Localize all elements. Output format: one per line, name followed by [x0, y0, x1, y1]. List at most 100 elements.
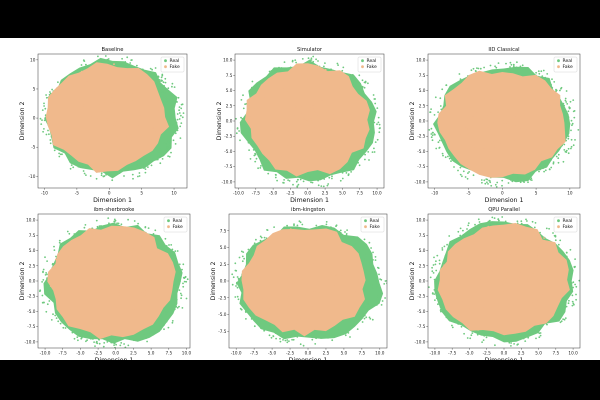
data-point	[291, 168, 293, 171]
data-point	[521, 260, 524, 262]
data-point	[172, 113, 175, 115]
data-point	[246, 131, 249, 134]
data-point	[126, 56, 129, 59]
data-point	[433, 256, 435, 259]
data-point	[567, 137, 570, 140]
data-point	[168, 102, 171, 105]
data-point	[160, 315, 163, 318]
data-point	[564, 97, 567, 100]
data-point	[101, 274, 104, 276]
data-point	[152, 233, 155, 235]
data-point	[310, 293, 313, 295]
data-point	[366, 301, 369, 304]
data-point	[116, 171, 118, 174]
data-point	[151, 158, 154, 161]
data-point	[455, 321, 458, 324]
data-point	[67, 154, 70, 157]
data-point	[511, 180, 514, 183]
y-tick-label: -10.0	[25, 339, 36, 344]
data-point	[86, 142, 89, 145]
data-point	[476, 67, 478, 69]
data-point	[451, 326, 454, 329]
data-point	[510, 89, 513, 92]
data-point	[545, 305, 547, 308]
data-point	[42, 271, 44, 274]
data-point	[364, 81, 367, 84]
data-point	[374, 276, 376, 279]
data-point	[516, 336, 519, 339]
data-point	[61, 107, 64, 109]
data-point	[306, 78, 309, 80]
data-point	[433, 114, 436, 116]
data-point	[441, 139, 443, 142]
data-point	[186, 278, 189, 281]
y-axis-label: Dimension 2	[210, 262, 217, 301]
data-point	[107, 58, 110, 60]
data-point	[304, 121, 307, 124]
data-point	[571, 300, 574, 303]
data-point	[73, 85, 75, 88]
data-point	[520, 220, 523, 223]
data-point	[331, 118, 334, 121]
data-point	[479, 279, 481, 281]
data-point	[445, 84, 448, 86]
x-tick-label: -2.5	[286, 191, 295, 196]
data-point	[181, 116, 184, 119]
data-point	[512, 66, 515, 69]
data-point	[53, 245, 55, 248]
data-point	[548, 159, 551, 162]
data-point	[566, 114, 568, 117]
data-point	[43, 128, 45, 130]
data-point	[118, 172, 121, 175]
data-point	[180, 114, 182, 117]
data-point	[361, 321, 364, 323]
data-point	[98, 338, 100, 341]
data-point	[155, 158, 157, 161]
data-point	[330, 68, 332, 71]
data-point	[67, 254, 70, 257]
data-point	[487, 286, 490, 289]
data-point	[565, 149, 568, 152]
data-point	[453, 272, 456, 275]
data-point	[372, 259, 374, 261]
data-point	[172, 304, 174, 307]
data-point	[127, 131, 130, 133]
data-point	[238, 256, 241, 259]
data-point	[368, 306, 371, 309]
data-point	[269, 128, 272, 131]
data-point	[307, 57, 310, 60]
data-point	[312, 55, 315, 58]
data-point	[468, 171, 470, 173]
data-point	[525, 264, 528, 267]
data-point	[48, 123, 51, 126]
data-point	[253, 242, 256, 245]
data-point	[465, 87, 468, 89]
data-point	[431, 134, 434, 137]
data-point	[468, 82, 471, 85]
data-point	[268, 323, 271, 326]
data-point	[259, 235, 262, 238]
data-point	[75, 162, 78, 165]
data-point	[501, 322, 504, 324]
y-tick-label: 2.5	[419, 263, 426, 268]
data-point	[100, 172, 103, 175]
data-point	[300, 227, 303, 230]
data-point	[361, 79, 364, 82]
data-point	[121, 57, 123, 60]
data-point	[484, 277, 487, 280]
data-point	[430, 133, 433, 135]
x-tick-label: -2.5	[483, 351, 492, 356]
data-point	[573, 110, 576, 112]
data-point	[486, 115, 488, 117]
data-point	[495, 131, 498, 134]
data-point	[101, 118, 104, 121]
data-point	[144, 226, 147, 229]
data-point	[563, 297, 566, 300]
data-point	[69, 167, 72, 170]
y-tick-label: -7.5	[224, 164, 233, 169]
data-point	[323, 178, 326, 180]
data-point	[567, 302, 570, 305]
data-point	[494, 65, 496, 68]
data-point	[460, 121, 462, 124]
